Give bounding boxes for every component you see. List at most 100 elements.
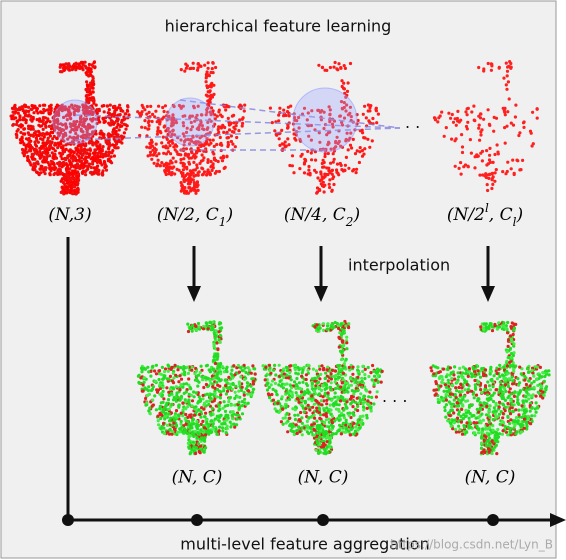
point — [196, 384, 200, 388]
point — [249, 384, 253, 388]
point — [176, 365, 180, 369]
point — [297, 381, 301, 385]
point — [171, 156, 175, 160]
point — [74, 171, 78, 175]
point — [39, 110, 43, 114]
point — [362, 394, 367, 398]
point — [38, 117, 42, 121]
point — [351, 411, 355, 415]
point — [322, 408, 326, 412]
point — [369, 409, 373, 413]
point — [111, 143, 115, 147]
point — [310, 382, 314, 386]
point — [56, 131, 60, 135]
point — [182, 430, 186, 434]
point — [517, 383, 521, 387]
point — [488, 153, 492, 157]
point — [196, 442, 201, 446]
point — [200, 375, 204, 379]
point — [293, 408, 297, 412]
point — [229, 139, 233, 144]
point — [168, 427, 172, 431]
point — [31, 117, 35, 121]
point — [205, 70, 209, 74]
point — [359, 380, 363, 384]
point — [228, 420, 232, 424]
point — [80, 162, 84, 166]
point — [344, 357, 348, 361]
point — [502, 365, 506, 369]
point — [95, 111, 99, 115]
point — [192, 434, 196, 438]
point — [206, 120, 210, 124]
point — [293, 413, 297, 417]
point — [187, 160, 191, 164]
point — [521, 401, 526, 405]
point — [146, 154, 150, 158]
point — [195, 180, 199, 184]
point — [97, 172, 101, 176]
point — [293, 118, 297, 122]
point — [261, 364, 265, 368]
point — [181, 114, 185, 118]
point — [179, 419, 183, 423]
point — [237, 129, 241, 133]
point — [511, 158, 515, 162]
point — [508, 60, 512, 64]
point — [294, 405, 298, 409]
point — [232, 412, 236, 416]
point — [503, 141, 507, 145]
point — [343, 430, 347, 434]
point — [315, 409, 319, 413]
point — [113, 139, 117, 143]
point — [329, 408, 333, 412]
point — [230, 387, 234, 391]
point — [327, 425, 331, 429]
point — [221, 429, 225, 433]
point — [115, 125, 119, 129]
point — [487, 173, 491, 177]
point — [447, 411, 451, 415]
point — [48, 154, 52, 158]
point — [200, 153, 204, 157]
point — [226, 403, 230, 407]
point — [491, 418, 495, 422]
point — [289, 378, 293, 382]
point — [533, 407, 537, 411]
point — [14, 107, 18, 111]
point — [310, 387, 315, 391]
point — [340, 168, 344, 172]
point — [368, 106, 372, 110]
point — [65, 66, 69, 70]
point — [244, 387, 248, 391]
point — [173, 363, 177, 367]
point — [353, 429, 357, 433]
point — [210, 67, 214, 71]
point — [35, 160, 40, 164]
point — [447, 413, 451, 417]
point — [437, 116, 441, 120]
point — [212, 92, 216, 96]
point — [178, 388, 182, 392]
point — [88, 90, 92, 94]
point — [50, 151, 54, 155]
point — [342, 105, 346, 110]
point — [170, 402, 174, 406]
point — [293, 363, 298, 367]
point — [174, 160, 178, 164]
point — [345, 400, 349, 404]
point — [213, 354, 217, 359]
point-cloud — [429, 320, 551, 456]
point — [174, 409, 179, 413]
point — [346, 381, 350, 385]
point — [40, 164, 44, 169]
point — [504, 83, 508, 87]
point — [316, 380, 321, 384]
point — [111, 130, 115, 134]
point — [351, 137, 355, 141]
point — [154, 148, 158, 152]
point — [309, 151, 313, 155]
point — [163, 417, 167, 421]
point — [26, 154, 30, 159]
point — [450, 112, 454, 117]
